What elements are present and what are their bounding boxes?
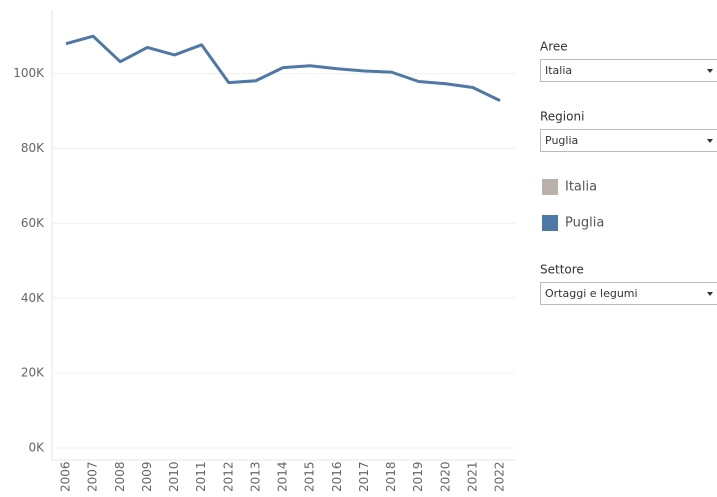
x-tick-label: 2014 — [276, 461, 290, 492]
x-tick-label: 2022 — [493, 461, 507, 492]
filter-label: Settore — [540, 263, 584, 277]
x-tick-label: 2011 — [194, 461, 208, 492]
x-tick-label: 2009 — [140, 461, 154, 492]
y-tick-label: 20K — [21, 366, 45, 380]
filter-label: Regioni — [540, 110, 584, 124]
y-tick-label: 100K — [13, 66, 45, 80]
dropdown-value: Puglia — [545, 134, 578, 147]
x-tick-label: 2012 — [221, 461, 235, 492]
legend-label: Puglia — [565, 216, 604, 231]
x-tick-label: 2018 — [384, 461, 398, 492]
x-tick-label: 2019 — [411, 461, 425, 492]
legend-swatch — [542, 215, 558, 231]
x-tick-label: 2021 — [465, 461, 479, 492]
x-tick-label: 2016 — [330, 461, 344, 492]
dropdown[interactable] — [540, 282, 717, 305]
line-series — [65, 34, 501, 102]
dropdown[interactable] — [540, 59, 717, 82]
legend-label: Italia — [565, 180, 597, 195]
x-tick-label: 2020 — [438, 461, 452, 492]
y-tick-label: 60K — [21, 216, 45, 230]
dropdown-arrow — [707, 139, 713, 143]
x-tick-label: 2006 — [59, 461, 73, 492]
filter-label: Aree — [540, 40, 568, 54]
y-tick-label: 40K — [21, 291, 45, 305]
legend-swatch — [542, 179, 558, 195]
x-tick-label: 2015 — [303, 461, 317, 492]
dropdown[interactable] — [540, 129, 717, 152]
dropdown-value: Ortaggi e legumi — [545, 287, 638, 300]
x-tick-label: 2008 — [113, 461, 127, 492]
dropdown-value: Italia — [545, 64, 572, 77]
y-tick-label: 80K — [21, 141, 45, 155]
dropdown-arrow — [707, 69, 713, 73]
y-tick-label: 0K — [28, 441, 45, 455]
x-tick-label: 2007 — [86, 461, 100, 492]
x-tick-label: 2010 — [167, 461, 181, 492]
x-tick-label: 2017 — [357, 461, 371, 492]
x-tick-label: 2013 — [248, 461, 262, 492]
dropdown-arrow — [707, 292, 713, 296]
